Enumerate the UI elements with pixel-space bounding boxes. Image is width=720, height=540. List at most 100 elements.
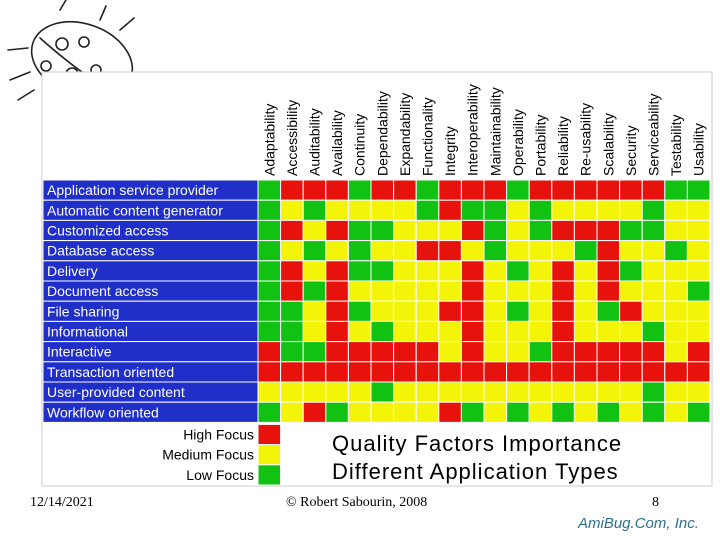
heatmap-cell xyxy=(506,219,530,242)
heatmap-cell xyxy=(506,179,530,201)
heatmap-cell xyxy=(280,199,304,221)
heatmap-cell xyxy=(460,320,485,343)
heatmap-cell xyxy=(257,341,282,363)
heatmap-cell xyxy=(686,320,711,343)
heatmap-cell xyxy=(573,361,598,383)
heatmap-cell xyxy=(257,320,282,343)
heatmap-cell xyxy=(641,199,666,221)
heatmap-cell xyxy=(438,219,462,242)
heatmap-cell xyxy=(460,341,485,363)
heatmap-cell xyxy=(573,199,598,221)
heatmap-cell xyxy=(686,341,711,363)
heatmap-cell xyxy=(619,361,643,383)
heatmap-cell xyxy=(483,381,508,403)
heatmap-cell xyxy=(438,300,462,322)
column-label: Portability xyxy=(533,115,549,176)
row-label: Workflow oriented xyxy=(47,404,159,420)
heatmap-cell xyxy=(347,401,372,423)
heatmap-cell xyxy=(686,260,711,282)
heatmap-cell xyxy=(506,240,530,262)
heatmap-cell xyxy=(619,401,643,423)
row-label: File sharing xyxy=(47,303,119,319)
caption-line-1: Quality Factors Importance xyxy=(332,431,623,456)
column-label: Integrity xyxy=(442,126,458,176)
heatmap-cell xyxy=(619,341,643,363)
heatmap-cell xyxy=(370,219,395,242)
column-label: Expandability xyxy=(397,93,413,176)
heatmap-cell xyxy=(551,381,575,403)
heatmap-cell xyxy=(280,361,304,383)
heatmap-cell xyxy=(257,300,282,322)
heatmap-cell xyxy=(415,199,440,221)
heatmap-cell xyxy=(257,199,282,221)
heatmap-cell xyxy=(325,320,349,343)
heatmap-cell xyxy=(506,199,530,221)
heatmap-cell xyxy=(280,401,304,423)
heatmap-cell xyxy=(393,240,417,262)
heatmap-cell xyxy=(686,381,711,403)
heatmap-cell xyxy=(415,219,440,242)
column-label: Maintainability xyxy=(487,87,503,176)
heatmap-cell xyxy=(506,381,530,403)
heatmap-cell xyxy=(415,320,440,343)
heatmap-cell xyxy=(483,361,508,383)
chart-caption: Quality Factors Importance Different App… xyxy=(332,430,622,486)
heatmap-cell xyxy=(664,401,688,423)
heatmap-cell xyxy=(573,179,598,201)
row-header-bg xyxy=(42,401,259,423)
heatmap-cell xyxy=(325,179,349,201)
heatmap-cell xyxy=(664,260,688,282)
heatmap-cell xyxy=(483,179,508,201)
heatmap-cell xyxy=(506,280,530,302)
heatmap-cell xyxy=(619,260,643,282)
heatmap-cell xyxy=(393,219,417,242)
heatmap-cell xyxy=(325,401,349,423)
heatmap-cell xyxy=(619,300,643,322)
heatmap-cell xyxy=(506,341,530,363)
heatmap-cell xyxy=(641,219,666,242)
heatmap-cell xyxy=(619,240,643,262)
heatmap-cell xyxy=(551,320,575,343)
heatmap-cell xyxy=(393,381,417,403)
footer-brand: AmiBug.Com, Inc. xyxy=(578,515,699,532)
heatmap-cell xyxy=(370,280,395,302)
heatmap-cell xyxy=(438,260,462,282)
heatmap-cell xyxy=(483,320,508,343)
column-label: Reliability xyxy=(555,116,571,176)
heatmap-cell xyxy=(573,320,598,343)
heatmap-cell xyxy=(460,199,485,221)
heatmap-cell xyxy=(257,401,282,423)
heatmap-cell xyxy=(528,219,553,242)
heatmap-cell xyxy=(460,240,485,262)
footer-page-number: 8 xyxy=(652,495,659,510)
legend-label: Medium Focus xyxy=(162,447,254,463)
heatmap-cell xyxy=(483,260,508,282)
heatmap-cell xyxy=(347,260,372,282)
heatmap-cell xyxy=(686,199,711,221)
heatmap-cell xyxy=(551,260,575,282)
legend-swatch xyxy=(257,423,282,446)
heatmap-cell xyxy=(551,240,575,262)
heatmap-cell xyxy=(438,179,462,201)
heatmap-cell xyxy=(325,280,349,302)
heatmap-cell xyxy=(302,179,327,201)
column-label: Testability xyxy=(668,115,684,176)
row-label: Document access xyxy=(47,283,158,299)
heatmap-cell xyxy=(506,401,530,423)
heatmap-cell xyxy=(573,219,598,242)
heatmap-cell xyxy=(438,240,462,262)
heatmap-cell xyxy=(664,280,688,302)
column-label: Usability xyxy=(691,123,707,176)
heatmap-cell xyxy=(302,341,327,363)
heatmap-cell xyxy=(438,320,462,343)
heatmap-cell xyxy=(686,280,711,302)
heatmap-cell xyxy=(302,260,327,282)
heatmap-cell xyxy=(438,341,462,363)
column-label: Adaptability xyxy=(261,104,277,176)
heatmap-cell xyxy=(393,199,417,221)
heatmap-cell xyxy=(415,401,440,423)
heatmap-cell xyxy=(325,219,349,242)
heatmap-cell xyxy=(596,300,621,322)
column-label: Accessibility xyxy=(284,100,300,176)
